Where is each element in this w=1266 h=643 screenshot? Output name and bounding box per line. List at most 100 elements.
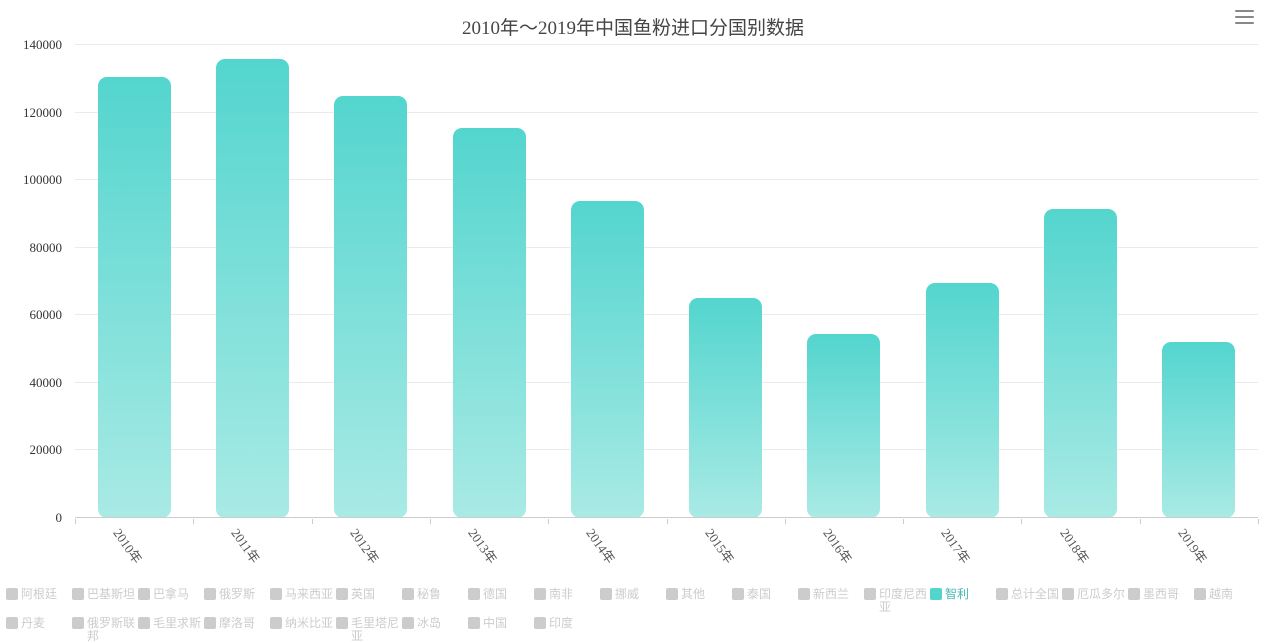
legend-item-印度尼西亚[interactable]: 印度尼西亚: [864, 588, 930, 614]
legend-item-秘鲁[interactable]: 秘鲁: [402, 588, 468, 601]
x-axis-tick-label: 2011年: [228, 525, 264, 566]
legend-marker: [6, 588, 18, 600]
legend-item-阿根廷[interactable]: 阿根廷: [6, 588, 72, 601]
legend-label: 巴基斯坦: [87, 587, 136, 601]
x-axis-tick: [1139, 519, 1141, 524]
legend-label: 墨西哥: [1143, 587, 1180, 601]
legend-item-摩洛哥[interactable]: 摩洛哥: [204, 617, 270, 630]
y-axis-tick-label: 40000: [29, 374, 63, 390]
legend-label: 德国: [483, 587, 508, 601]
x-axis-tick: [193, 519, 195, 524]
bars-layer: [75, 45, 1258, 518]
legend-item-俄罗斯[interactable]: 俄罗斯: [204, 588, 270, 601]
legend-marker: [72, 617, 84, 629]
legend-item-毛里塔尼亚[interactable]: 毛里塔尼亚: [336, 617, 402, 643]
bar-slot: [1140, 45, 1258, 518]
legend-item-丹麦[interactable]: 丹麦: [6, 617, 72, 630]
legend-item-厄瓜多尔[interactable]: 厄瓜多尔: [1062, 588, 1128, 601]
legend-item-巴拿马[interactable]: 巴拿马: [138, 588, 204, 601]
legend-item-墨西哥[interactable]: 墨西哥: [1128, 588, 1194, 601]
legend-item-总计全国[interactable]: 总计全国: [996, 588, 1062, 601]
x-axis-line: [75, 517, 1258, 518]
legend-marker: [600, 588, 612, 600]
legend-item-德国[interactable]: 德国: [468, 588, 534, 601]
legend-item-印度[interactable]: 印度: [534, 617, 600, 630]
bar-2013年[interactable]: [452, 127, 526, 518]
toolbox-menu-icon[interactable]: [1235, 10, 1254, 26]
legend-label: 挪威: [615, 587, 640, 601]
x-axis-tick: [75, 519, 76, 524]
x-axis-tick: [784, 519, 786, 524]
legend-item-新西兰[interactable]: 新西兰: [798, 588, 864, 601]
legend-marker: [1062, 588, 1074, 600]
legend-item-巴基斯坦[interactable]: 巴基斯坦: [72, 588, 138, 601]
legend-label: 其他: [681, 587, 706, 601]
legend-label: 英国: [351, 587, 376, 601]
bar-2015年[interactable]: [689, 297, 763, 518]
grid-line: [75, 314, 1258, 316]
legend-label: 泰国: [747, 587, 772, 601]
legend-marker: [336, 617, 348, 629]
legend-marker: [930, 588, 942, 600]
legend-item-俄罗斯联邦[interactable]: 俄罗斯联邦: [72, 617, 138, 643]
legend-label: 秘鲁: [417, 587, 442, 601]
legend-label: 中国: [483, 616, 508, 630]
bar-2010年[interactable]: [97, 76, 171, 518]
menu-line: [1235, 16, 1254, 18]
plot-area: [75, 44, 1259, 524]
legend-label: 俄罗斯联邦: [87, 616, 136, 643]
legend-label: 毛里塔尼亚: [351, 616, 400, 643]
x-ticks: [75, 518, 1259, 524]
bar-2019年[interactable]: [1162, 341, 1236, 518]
bar-2018年[interactable]: [1044, 208, 1118, 518]
legend-marker: [204, 588, 216, 600]
chart-title: 2010年～2019年中国鱼粉进口分国别数据: [461, 18, 804, 39]
legend-item-挪威[interactable]: 挪威: [600, 588, 666, 601]
legend-label: 马来西亚: [285, 587, 334, 601]
bar-2011年[interactable]: [215, 58, 289, 518]
legend-item-毛里求斯[interactable]: 毛里求斯: [138, 617, 204, 630]
y-axis-labels: 0 20000 40000 60000 80000 100000 120000 140000: [0, 37, 68, 525]
legend-marker: [270, 617, 282, 629]
legend: 阿根廷 巴基斯坦 巴拿马 俄罗斯 马来西亚 英国 秘鲁 德国 南非 挪威 其他 泰国 新西兰 印度尼西亚 智…: [0, 588, 1266, 643]
legend-marker: [336, 588, 348, 600]
legend-label: 俄罗斯: [219, 587, 256, 601]
x-axis-tick-label: 2019年: [1175, 525, 1210, 567]
legend-marker: [534, 588, 546, 600]
bar-2016年[interactable]: [807, 333, 881, 518]
legend-item-英国[interactable]: 英国: [336, 588, 402, 601]
x-axis-tick-label: 2010年: [110, 525, 146, 567]
grid-line: [75, 111, 1258, 113]
legend-item-越南[interactable]: 越南: [1194, 588, 1260, 601]
bar-2012年[interactable]: [334, 96, 408, 518]
legend-marker: [996, 588, 1008, 600]
legend-marker: [402, 617, 414, 629]
legend-label: 印度尼西亚: [879, 587, 928, 614]
x-axis-tick-label: 2014年: [583, 525, 619, 567]
bar-slot: [430, 45, 548, 518]
bar-2017年[interactable]: [925, 282, 999, 518]
legend-item-马来西亚[interactable]: 马来西亚: [270, 588, 336, 601]
legend-item-中国[interactable]: 中国: [468, 617, 534, 630]
legend-marker: [402, 588, 414, 600]
x-axis-tick: [903, 519, 905, 524]
legend-item-纳米比亚[interactable]: 纳米比亚: [270, 617, 336, 630]
legend-item-其他[interactable]: 其他: [666, 588, 732, 601]
grid-line: [75, 179, 1258, 181]
legend-marker: [468, 588, 480, 600]
legend-item-南非[interactable]: 南非: [534, 588, 600, 601]
grid-line: [75, 246, 1258, 248]
legend-item-冰岛[interactable]: 冰岛: [402, 617, 468, 630]
legend-marker: [1128, 588, 1140, 600]
bar-2014年[interactable]: [570, 200, 644, 518]
menu-line: [1235, 10, 1254, 12]
legend-item-泰国[interactable]: 泰国: [732, 588, 798, 601]
legend-marker: [666, 588, 678, 600]
legend-marker: [72, 588, 84, 600]
legend-item-智利[interactable]: 智利: [930, 588, 996, 601]
legend-label: 摩洛哥: [219, 616, 256, 630]
legend-marker: [732, 588, 744, 600]
legend-label: 南非: [549, 587, 574, 601]
y-axis-tick-label: 120000: [23, 104, 62, 120]
y-axis-tick-label: 0: [55, 510, 63, 525]
